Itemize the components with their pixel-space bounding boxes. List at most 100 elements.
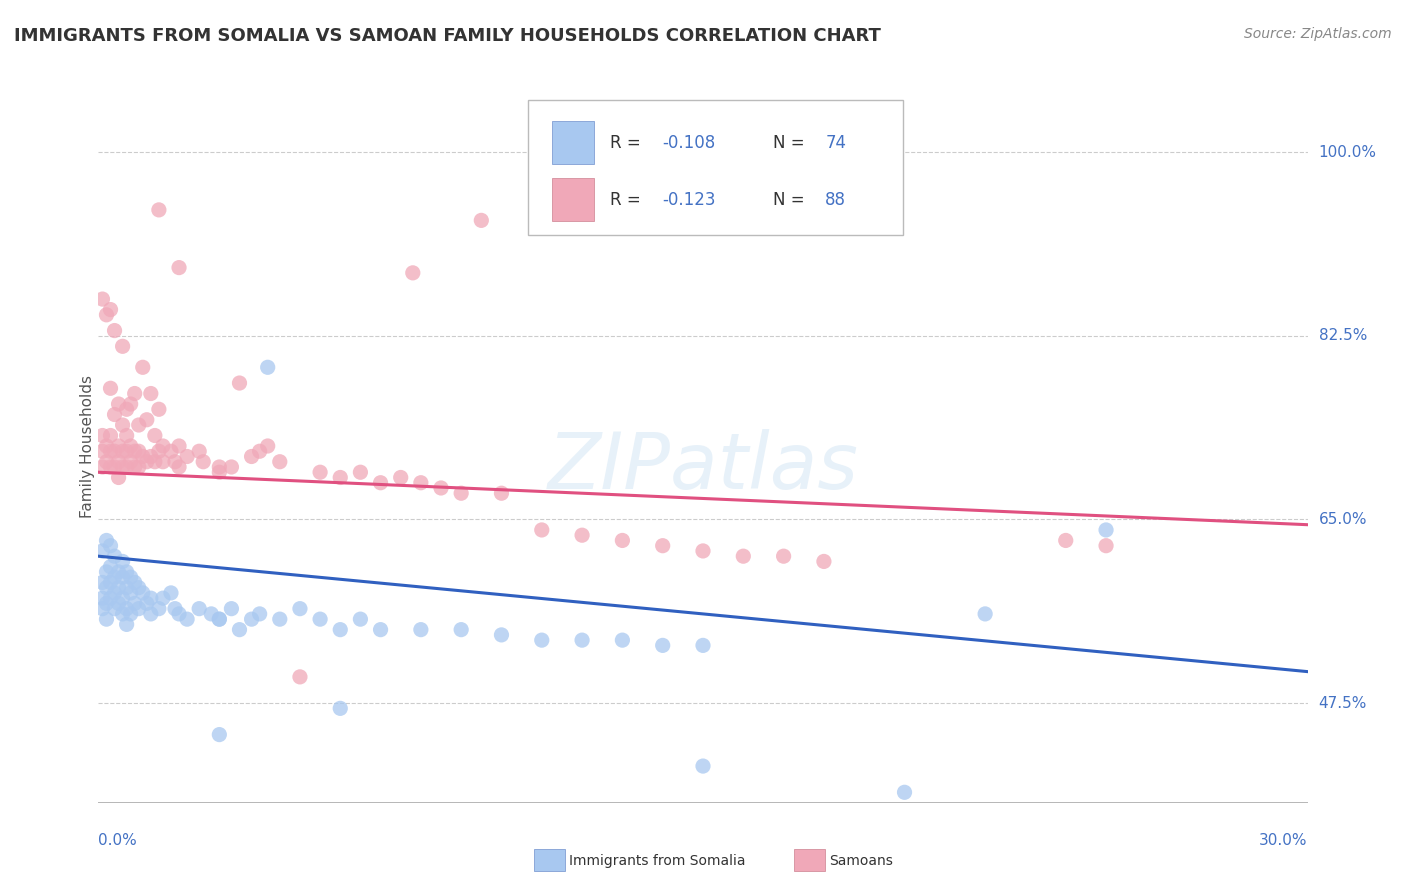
Point xyxy=(228,623,250,637)
FancyBboxPatch shape xyxy=(551,121,595,164)
Point xyxy=(132,586,155,600)
Text: -0.108: -0.108 xyxy=(662,134,716,152)
Point xyxy=(103,324,125,338)
Point xyxy=(139,607,162,621)
Point xyxy=(91,575,114,590)
Point xyxy=(430,481,453,495)
Point xyxy=(208,612,231,626)
Point xyxy=(148,601,170,615)
Point xyxy=(651,539,673,553)
Point xyxy=(152,439,174,453)
Point xyxy=(571,528,593,542)
Point xyxy=(370,623,392,637)
Point xyxy=(91,601,114,615)
Point xyxy=(148,202,170,217)
Point xyxy=(692,639,714,653)
Point xyxy=(148,402,170,417)
Point xyxy=(612,533,634,548)
Point xyxy=(152,455,174,469)
Point xyxy=(163,601,186,615)
Point xyxy=(733,549,755,564)
Point xyxy=(124,575,146,590)
Text: 30.0%: 30.0% xyxy=(1260,833,1308,848)
Point xyxy=(107,565,129,579)
Point xyxy=(450,486,472,500)
Point xyxy=(103,460,125,475)
Point xyxy=(1054,533,1077,548)
Point xyxy=(288,670,311,684)
Point xyxy=(96,612,118,626)
Text: IMMIGRANTS FROM SOMALIA VS SAMOAN FAMILY HOUSEHOLDS CORRELATION CHART: IMMIGRANTS FROM SOMALIA VS SAMOAN FAMILY… xyxy=(14,27,882,45)
Point xyxy=(91,460,114,475)
Point xyxy=(249,444,271,458)
Point xyxy=(143,455,166,469)
Point xyxy=(107,581,129,595)
Point xyxy=(91,292,114,306)
Point xyxy=(100,591,122,606)
Point xyxy=(329,701,352,715)
Text: 0.0%: 0.0% xyxy=(98,833,138,848)
Point xyxy=(115,444,138,458)
Point xyxy=(135,455,157,469)
Text: 65.0%: 65.0% xyxy=(1319,512,1367,527)
Point xyxy=(128,581,150,595)
Point xyxy=(128,601,150,615)
Point xyxy=(1095,539,1118,553)
Point xyxy=(309,465,332,479)
Point xyxy=(115,402,138,417)
Text: 74: 74 xyxy=(825,134,846,152)
Point xyxy=(115,601,138,615)
Text: 47.5%: 47.5% xyxy=(1319,696,1367,711)
Point xyxy=(96,581,118,595)
Point xyxy=(115,617,138,632)
Point xyxy=(491,486,513,500)
Point xyxy=(160,444,183,458)
Point xyxy=(651,639,673,653)
Point xyxy=(152,591,174,606)
Point xyxy=(100,559,122,574)
Text: R =: R = xyxy=(610,134,645,152)
Point xyxy=(96,455,118,469)
Point xyxy=(139,386,162,401)
Point xyxy=(893,785,915,799)
Point xyxy=(128,460,150,475)
Point xyxy=(167,607,190,621)
Point xyxy=(256,360,278,375)
FancyBboxPatch shape xyxy=(527,100,903,235)
Point xyxy=(91,544,114,558)
Point xyxy=(491,628,513,642)
Point xyxy=(100,428,122,442)
Point xyxy=(132,450,155,464)
Point xyxy=(772,549,794,564)
Text: N =: N = xyxy=(773,191,810,209)
Point xyxy=(612,633,634,648)
Point xyxy=(163,455,186,469)
Point xyxy=(111,339,134,353)
Point xyxy=(143,428,166,442)
Point xyxy=(115,581,138,595)
Point xyxy=(100,381,122,395)
Point xyxy=(96,565,118,579)
Text: -0.123: -0.123 xyxy=(662,191,716,209)
Point xyxy=(111,591,134,606)
Point xyxy=(120,586,142,600)
Point xyxy=(167,260,190,275)
Point xyxy=(530,523,553,537)
Point xyxy=(111,554,134,568)
Point xyxy=(128,417,150,432)
Point xyxy=(115,428,138,442)
Point xyxy=(208,465,231,479)
FancyBboxPatch shape xyxy=(551,178,595,221)
Point xyxy=(208,728,231,742)
Text: 88: 88 xyxy=(825,191,846,209)
Point xyxy=(96,308,118,322)
Point xyxy=(470,213,492,227)
Point xyxy=(148,444,170,458)
Point xyxy=(120,607,142,621)
Text: Immigrants from Somalia: Immigrants from Somalia xyxy=(569,854,747,868)
Point xyxy=(100,302,122,317)
Point xyxy=(91,591,114,606)
Point xyxy=(128,444,150,458)
Point xyxy=(389,470,412,484)
Point xyxy=(103,444,125,458)
